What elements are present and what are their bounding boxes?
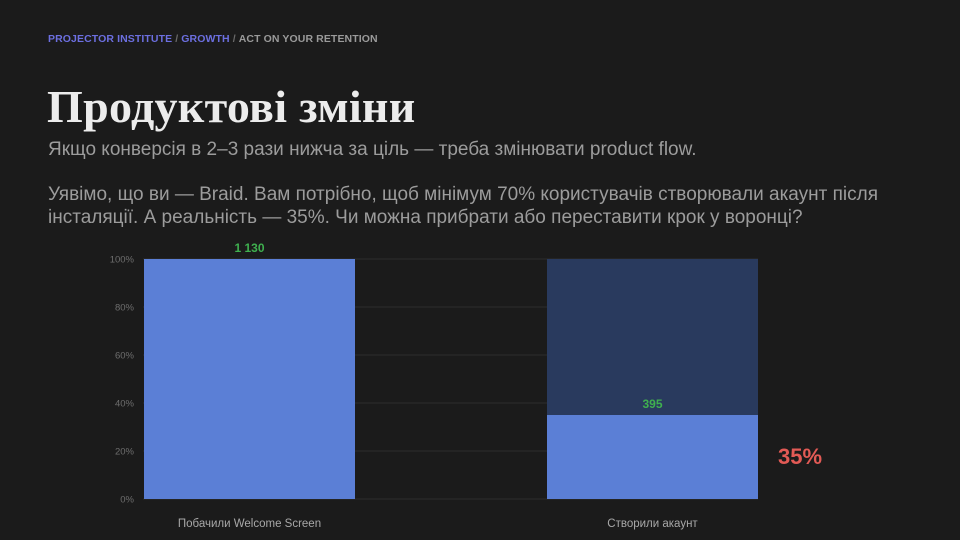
bar [144,259,355,499]
bar-data-label: 395 [642,397,662,411]
x-category-label: Створили акаунт [607,518,698,530]
y-tick-label: 80% [115,303,135,314]
x-category-label: Побачили Welcome Screen [178,518,321,530]
bar [547,415,758,499]
breadcrumb-separator: / [232,33,236,45]
breadcrumb-link-projector-institute[interactable]: PROJECTOR INSTITUTE [48,33,173,45]
y-tick-label: 100% [110,255,135,266]
y-tick-label: 40% [115,399,135,410]
page-subtitle: Якщо конверсія в 2–3 рази нижча за ціль … [48,139,697,160]
bar-remainder-segment [547,259,758,415]
y-tick-label: 20% [115,447,135,458]
y-tick-label: 0% [120,495,134,506]
body-paragraph: Уявімо, що ви — Braid. Вам потрібно, щоб… [48,184,879,228]
conversion-callout: 35% [778,444,823,469]
breadcrumb-link-growth[interactable]: GROWTH [181,33,230,45]
page-title: Продуктові зміни [47,81,416,132]
breadcrumb-separator: / [175,33,179,45]
bar-data-label: 1 130 [234,241,264,255]
breadcrumb: PROJECTOR INSTITUTE / GROWTH / ACT ON YOUR R… [48,33,378,45]
y-tick-label: 60% [115,351,135,362]
breadcrumb-current: ACT ON YOUR RETENTION [238,33,378,45]
